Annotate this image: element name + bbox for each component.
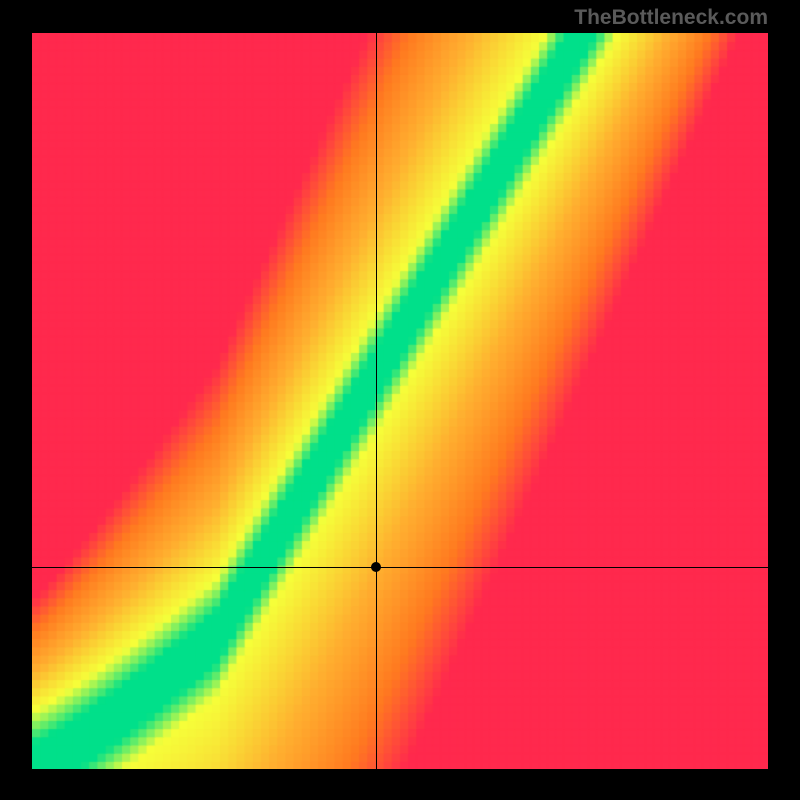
bottleneck-heatmap (32, 33, 768, 769)
crosshair-vertical (376, 33, 377, 769)
plot-area (32, 33, 768, 769)
watermark-text: TheBottleneck.com (574, 6, 768, 30)
crosshair-marker (371, 562, 381, 572)
crosshair-horizontal (32, 567, 768, 568)
